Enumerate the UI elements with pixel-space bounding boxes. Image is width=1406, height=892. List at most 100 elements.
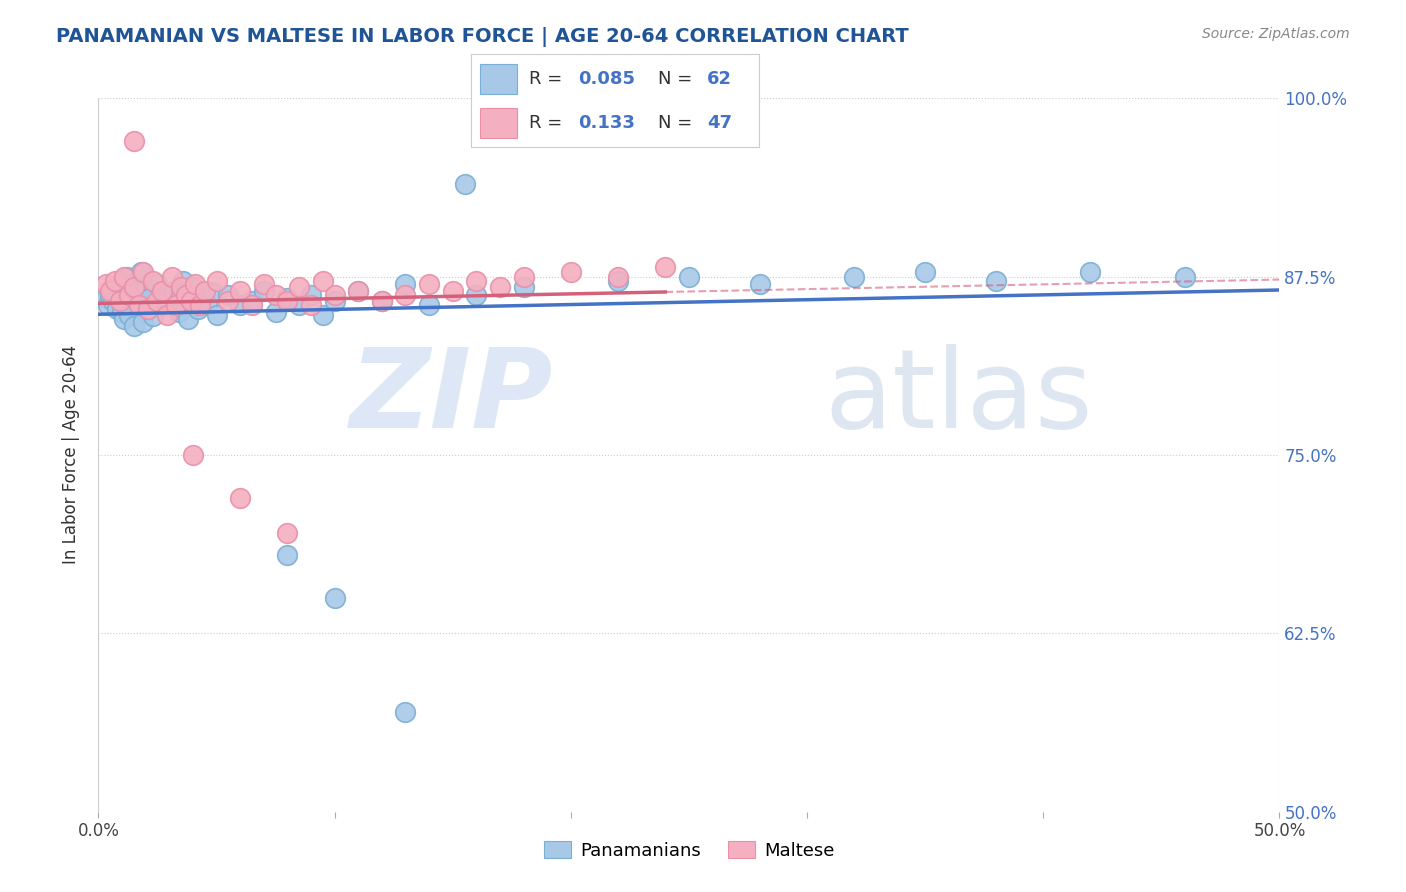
FancyBboxPatch shape — [479, 64, 517, 94]
Point — [121, 277, 143, 291]
Point — [153, 288, 176, 302]
Point — [108, 293, 131, 308]
Point — [453, 177, 475, 191]
Point — [418, 298, 440, 312]
Y-axis label: In Labor Force | Age 20-64: In Labor Force | Age 20-64 — [62, 345, 80, 565]
Point — [678, 269, 700, 284]
Point — [150, 284, 173, 298]
Point — [312, 308, 335, 322]
Text: N =: N = — [658, 70, 699, 87]
Point — [288, 298, 311, 312]
Point — [748, 277, 770, 291]
Point — [115, 269, 138, 284]
Point — [160, 269, 183, 284]
Point — [1174, 269, 1197, 284]
FancyBboxPatch shape — [479, 108, 517, 138]
Point — [97, 298, 120, 312]
Point — [465, 274, 488, 288]
Point — [167, 305, 190, 319]
Point — [184, 277, 207, 291]
Text: 0.085: 0.085 — [578, 70, 634, 87]
Point — [172, 274, 194, 288]
Point — [122, 279, 145, 293]
Point — [299, 298, 322, 312]
Point — [163, 284, 186, 298]
Point — [394, 705, 416, 719]
Point — [187, 302, 209, 317]
Point — [276, 291, 298, 305]
Point — [512, 279, 534, 293]
Point — [142, 274, 165, 288]
Point — [984, 274, 1007, 288]
Point — [418, 277, 440, 291]
Point — [128, 296, 150, 310]
Point — [128, 298, 150, 312]
Point — [105, 302, 128, 317]
Point — [229, 298, 252, 312]
Point — [394, 277, 416, 291]
Point — [165, 298, 187, 312]
Point — [135, 282, 157, 296]
Point — [276, 526, 298, 541]
Point — [240, 293, 263, 308]
Point — [205, 308, 228, 322]
Point — [111, 305, 134, 319]
Point — [465, 288, 488, 302]
Point — [156, 308, 179, 322]
Point — [157, 293, 180, 308]
Point — [122, 319, 145, 334]
Point — [132, 315, 155, 329]
Point — [229, 284, 252, 298]
Legend: Panamanians, Maltese: Panamanians, Maltese — [537, 834, 841, 867]
Point — [118, 308, 141, 322]
Point — [560, 265, 582, 279]
Point — [118, 288, 141, 302]
Point — [347, 284, 370, 298]
Point — [914, 265, 936, 279]
Point — [253, 284, 276, 298]
Point — [276, 293, 298, 308]
Text: 47: 47 — [707, 114, 733, 132]
Point — [104, 284, 127, 298]
Point — [201, 285, 224, 300]
Point — [139, 291, 162, 305]
Point — [607, 274, 630, 288]
Point — [394, 288, 416, 302]
Point — [323, 591, 346, 605]
Point — [98, 284, 121, 298]
Point — [150, 298, 173, 312]
Point — [217, 293, 239, 308]
Point — [136, 302, 159, 317]
Text: Source: ZipAtlas.com: Source: ZipAtlas.com — [1202, 27, 1350, 41]
Point — [844, 269, 866, 284]
Text: R =: R = — [529, 114, 568, 132]
Text: 0.133: 0.133 — [578, 114, 634, 132]
Point — [180, 293, 202, 308]
Point — [288, 279, 311, 293]
Point — [111, 274, 134, 288]
Point — [132, 265, 155, 279]
Point — [112, 312, 135, 326]
Point — [188, 298, 211, 312]
Point — [654, 260, 676, 274]
Point — [146, 277, 169, 291]
Point — [323, 293, 346, 308]
Point — [170, 279, 193, 293]
Point — [240, 298, 263, 312]
Point — [146, 293, 169, 308]
Point — [108, 279, 131, 293]
Point — [276, 548, 298, 562]
Point — [181, 279, 204, 293]
Text: N =: N = — [658, 114, 699, 132]
Point — [489, 279, 512, 293]
Point — [112, 269, 135, 284]
Point — [181, 448, 204, 462]
Point — [194, 284, 217, 298]
Point — [607, 269, 630, 284]
Point — [174, 288, 197, 302]
Point — [441, 284, 464, 298]
Point — [229, 491, 252, 505]
Point — [98, 288, 121, 302]
Text: PANAMANIAN VS MALTESE IN LABOR FORCE | AGE 20-64 CORRELATION CHART: PANAMANIAN VS MALTESE IN LABOR FORCE | A… — [56, 27, 910, 46]
Point — [195, 296, 218, 310]
